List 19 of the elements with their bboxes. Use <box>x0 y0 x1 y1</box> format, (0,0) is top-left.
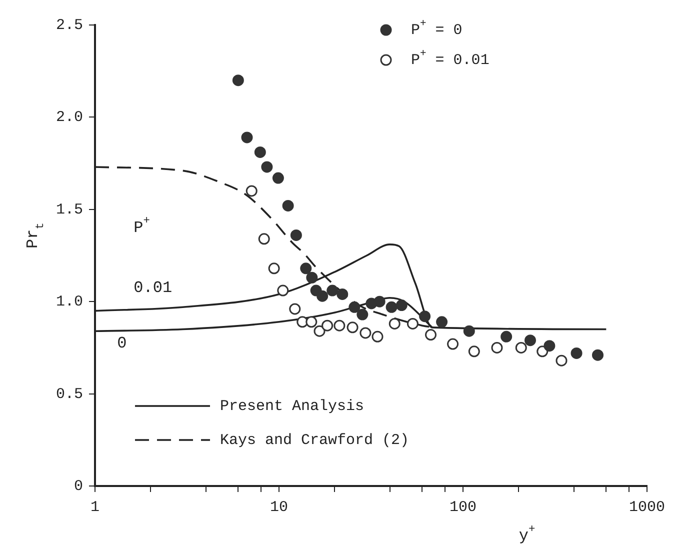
annotation: 0.01 <box>134 279 172 298</box>
legend-label: P+ = 0 <box>411 18 462 39</box>
y-tick-label: 1.5 <box>56 201 84 218</box>
legend-label: P+ = 0.01 <box>411 48 490 69</box>
legend-label: Present Analysis <box>220 398 364 415</box>
x-tick-label: 100 <box>449 498 477 516</box>
annotation: P+ <box>134 216 150 238</box>
x-tick-label: 1 <box>90 498 100 516</box>
y-axis-title: Prt <box>24 222 48 248</box>
legend-label: Kays and Crawford (2) <box>220 432 410 449</box>
y-tick-label: 0 <box>74 478 84 495</box>
y-tick-label: 1.0 <box>56 294 84 311</box>
y-tick-label: 0.5 <box>56 386 84 403</box>
annotation: 0 <box>117 334 127 352</box>
y-tick-label: 2.5 <box>56 16 84 34</box>
x-axis-title: y+ <box>518 524 536 546</box>
y-tick-label: 2.0 <box>56 109 84 126</box>
x-tick-label: 10 <box>270 498 288 516</box>
x-tick-label: 1000 <box>628 498 666 516</box>
